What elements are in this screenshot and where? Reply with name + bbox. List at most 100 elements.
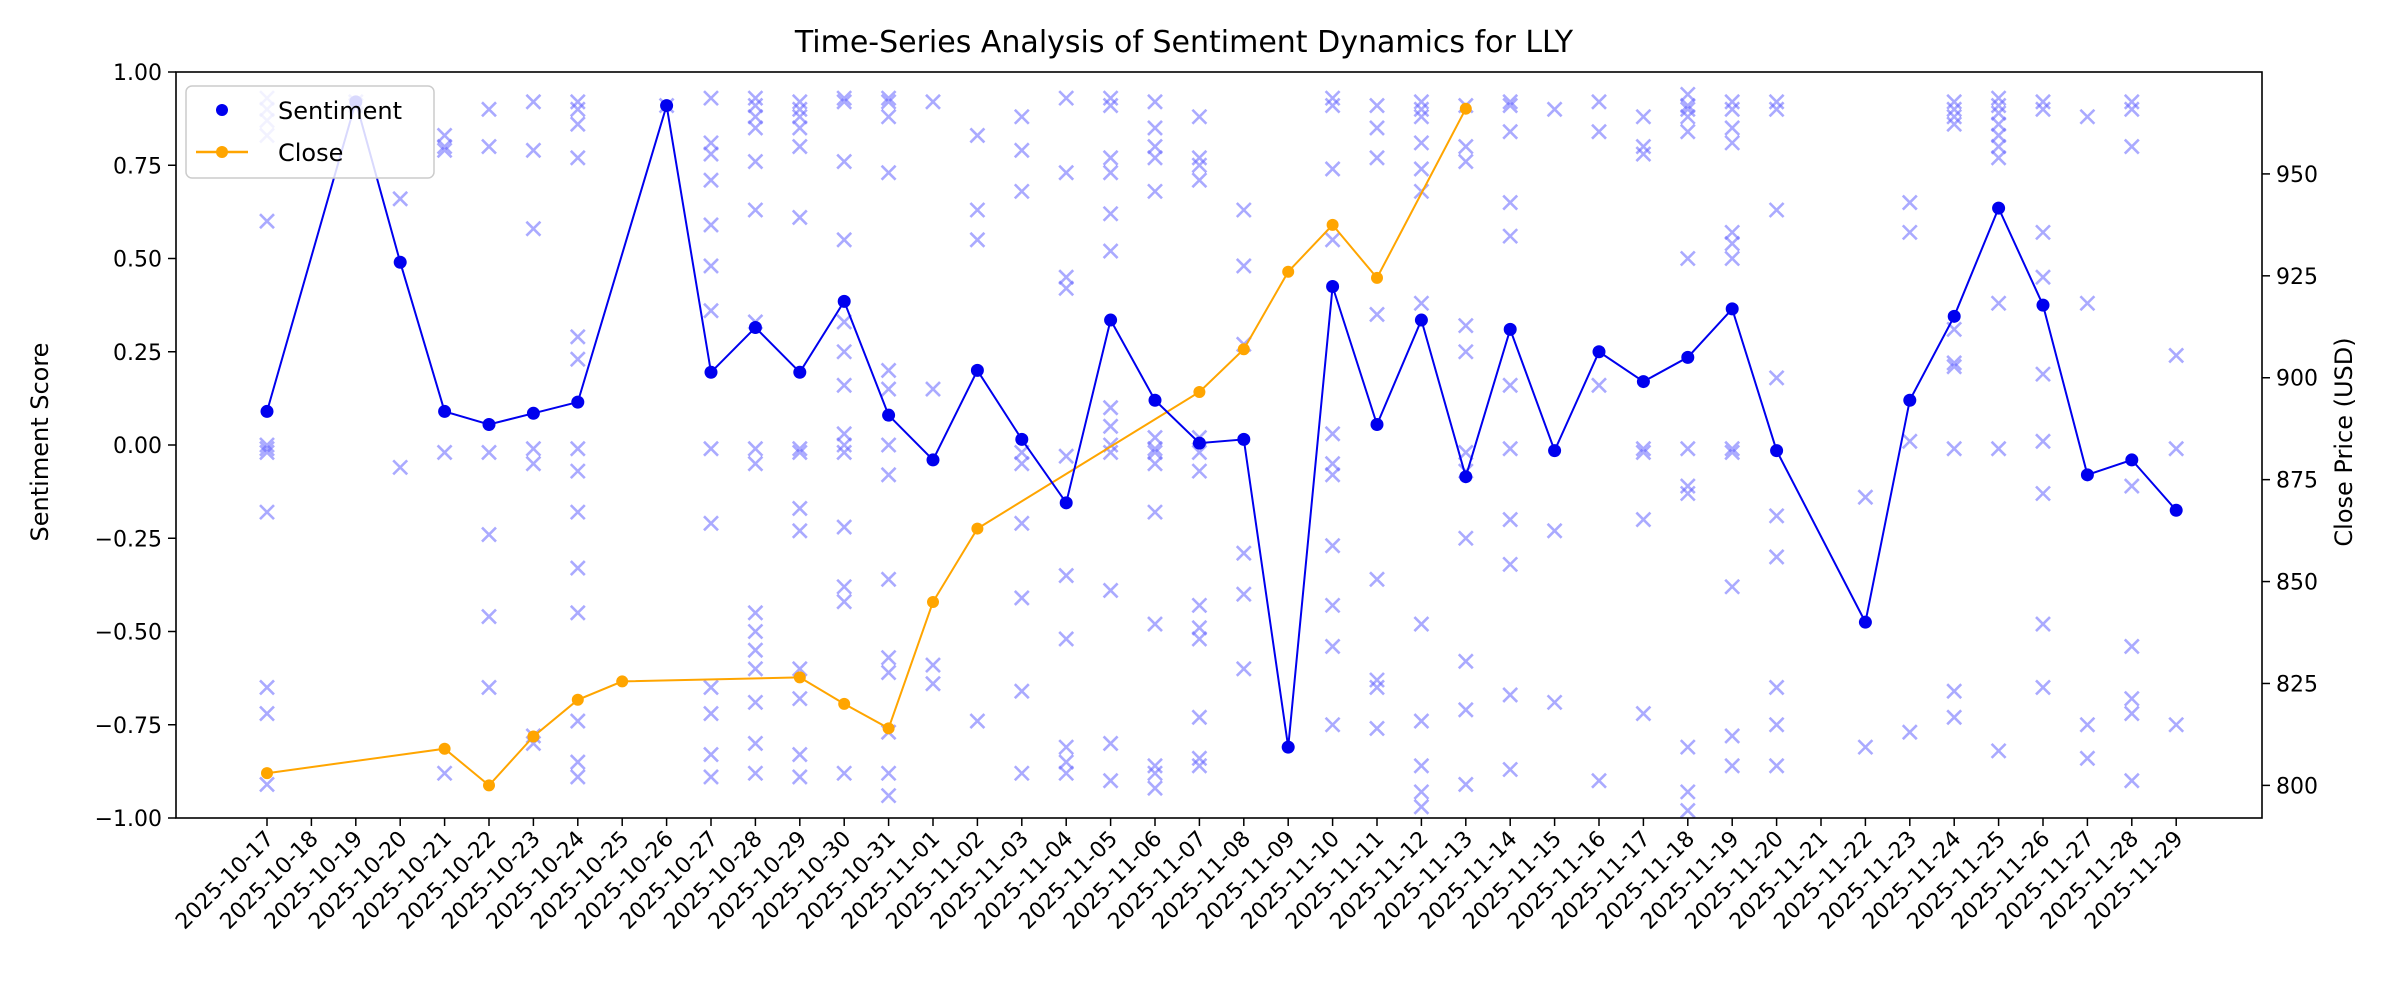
sentiment-point	[2080, 468, 2094, 482]
raw-score-marker	[2035, 101, 2051, 118]
legend: Sentiment Close	[185, 85, 435, 179]
raw-score-marker	[1768, 716, 1785, 733]
raw-score-marker	[1457, 153, 1474, 170]
raw-score-marker	[1147, 757, 1163, 774]
raw-score-marker	[1724, 757, 1741, 774]
raw-score-marker	[747, 440, 764, 457]
raw-score-marker	[1546, 522, 1563, 539]
raw-score-marker	[1724, 101, 1741, 118]
raw-score-marker	[1013, 765, 1030, 782]
sentiment-point	[1681, 350, 1695, 364]
raw-score-marker	[1324, 90, 1341, 107]
raw-score-marker	[1191, 172, 1208, 189]
raw-score-marker	[1013, 455, 1030, 472]
raw-score-marker	[1369, 149, 1385, 166]
raw-score-marker	[1413, 798, 1430, 815]
raw-score-marker	[747, 623, 764, 640]
raw-score-marker	[392, 190, 409, 207]
raw-score-marker	[1635, 444, 1652, 461]
raw-score-marker	[1502, 93, 1519, 110]
raw-score-marker	[2035, 269, 2051, 286]
raw-score-marker	[1413, 783, 1430, 800]
y-axis-right-label: Close Price (USD)	[2330, 337, 2358, 546]
raw-score-marker	[1324, 161, 1341, 177]
close-point	[1459, 102, 1472, 115]
raw-score-marker	[259, 776, 275, 793]
raw-score-marker	[2035, 433, 2051, 450]
close-point	[527, 730, 540, 743]
raw-score-marker	[1546, 101, 1563, 118]
raw-score-marker	[1102, 582, 1119, 599]
raw-score-marker	[1768, 679, 1785, 696]
raw-score-marker	[1324, 231, 1341, 248]
y-left-tick-label: −0.75	[95, 714, 162, 739]
raw-score-marker	[925, 657, 941, 673]
sentiment-series	[260, 95, 2183, 754]
y-axis-left-label: Sentiment Score	[26, 343, 54, 542]
raw-score-marker	[1413, 295, 1430, 312]
sentiment-point	[704, 365, 718, 379]
raw-score-marker	[1946, 108, 1963, 125]
raw-score-marker	[1990, 440, 2007, 457]
raw-score-marker	[880, 787, 897, 804]
raw-score-marker	[1191, 597, 1208, 614]
raw-score-marker	[747, 642, 764, 659]
close-point	[927, 595, 939, 608]
raw-score-marker	[836, 377, 853, 394]
raw-score-marker	[1147, 429, 1163, 446]
raw-score-marker	[1102, 444, 1119, 461]
y-left-tick-label: 0.50	[113, 248, 162, 273]
raw-score-marker	[747, 660, 764, 677]
raw-score-marker	[1901, 433, 1918, 450]
raw-score-marker	[703, 134, 719, 151]
sentiment-point	[393, 255, 407, 269]
axes: 1.00 0.75 0.50 0.25 0.00 −0.25 −0.50 −0.75 −1.00…	[95, 61, 2318, 935]
raw-score-marker	[1147, 780, 1163, 797]
raw-score-marker	[1191, 709, 1208, 726]
close-point	[1282, 265, 1295, 278]
raw-score-marker	[2035, 485, 2051, 502]
raw-score-marker	[1102, 90, 1119, 107]
raw-score-marker	[703, 258, 719, 274]
raw-score-marker	[791, 101, 808, 118]
sentiment-point	[1414, 313, 1428, 327]
raw-score-marker	[1502, 194, 1519, 211]
raw-score-marker	[1768, 101, 1785, 118]
y-left-tick-label: 0.75	[113, 154, 162, 179]
raw-score-marker	[1990, 127, 2007, 144]
raw-score-marker	[1768, 202, 1785, 218]
raw-score-marker	[2123, 690, 2140, 707]
raw-score-marker	[569, 463, 586, 480]
sentiment-point	[1059, 496, 1073, 510]
raw-score-marker	[1857, 489, 1874, 506]
raw-score-marker	[1502, 123, 1519, 140]
raw-score-marker	[1679, 485, 1696, 502]
y-right-tick-label: 900	[2276, 367, 2318, 392]
raw-score-marker	[1901, 194, 1918, 211]
raw-score-marker	[1901, 724, 1918, 741]
raw-score-marker	[1058, 90, 1075, 107]
raw-score-marker	[791, 444, 808, 461]
raw-score-marker	[569, 560, 586, 577]
raw-score-marker	[1058, 567, 1075, 584]
raw-score-marker	[791, 500, 808, 517]
sentiment-point	[1592, 345, 1606, 359]
raw-score-marker	[703, 146, 719, 162]
close-point	[838, 697, 851, 710]
raw-score-marker	[481, 138, 497, 155]
raw-score-marker	[925, 93, 941, 110]
raw-score-marker	[1413, 161, 1430, 177]
legend-close-marker	[216, 146, 228, 158]
raw-score-marker	[836, 153, 853, 170]
raw-score-marker	[2035, 366, 2051, 383]
raw-score-marker	[1591, 123, 1607, 140]
raw-score-marker	[1191, 750, 1208, 767]
raw-score-marker	[481, 679, 497, 696]
sentiment-point	[526, 406, 540, 420]
raw-score-marker	[1679, 478, 1696, 494]
close-line	[266, 108, 1467, 787]
raw-score-marker	[703, 90, 719, 107]
raw-score-marker	[2123, 93, 2140, 110]
sentiment-point	[1858, 615, 1872, 629]
